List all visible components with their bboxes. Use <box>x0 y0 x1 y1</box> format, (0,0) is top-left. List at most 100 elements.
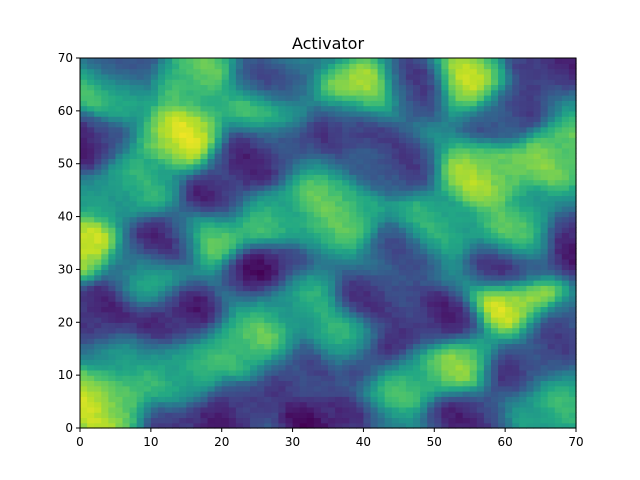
heatmap-cell <box>320 237 329 244</box>
heatmap-cell <box>512 285 520 292</box>
heatmap-cell <box>285 169 294 175</box>
heatmap-cell <box>250 184 258 191</box>
heatmap-cell <box>398 95 407 101</box>
heatmap-cell <box>257 280 265 286</box>
heatmap-cell <box>540 184 549 191</box>
heatmap-cell <box>299 391 308 397</box>
heatmap-cell <box>313 116 322 123</box>
heatmap-cell <box>441 206 450 212</box>
heatmap-cell <box>165 285 173 292</box>
heatmap-cell <box>427 369 435 376</box>
heatmap-cell <box>448 169 457 175</box>
heatmap-cell <box>462 110 471 117</box>
heatmap-cell <box>320 68 329 75</box>
heatmap-cell <box>313 332 322 339</box>
heatmap-cell <box>299 422 308 429</box>
heatmap-cell <box>413 227 421 234</box>
heatmap-cell <box>242 73 251 80</box>
heatmap-cell <box>363 95 372 101</box>
heatmap-cell <box>469 317 478 323</box>
heatmap-cell <box>186 206 194 212</box>
heatmap-cell <box>150 116 159 123</box>
heatmap-cell <box>427 359 435 366</box>
heatmap-cell <box>349 343 357 350</box>
heatmap-cell <box>356 195 365 202</box>
heatmap-cell <box>328 327 336 334</box>
heatmap-cell <box>264 369 272 376</box>
heatmap-cell <box>221 89 230 96</box>
heatmap-cell <box>292 258 301 265</box>
heatmap-cell <box>250 385 258 392</box>
heatmap-cell <box>87 58 95 64</box>
heatmap-cell <box>398 237 407 244</box>
heatmap-cell <box>519 221 527 228</box>
heatmap-cell <box>377 179 386 186</box>
heatmap-cell <box>554 338 563 345</box>
heatmap-cell <box>561 58 570 64</box>
heatmap-cell <box>490 327 499 334</box>
heatmap-cell <box>434 338 442 345</box>
heatmap-cell <box>87 95 95 101</box>
heatmap-cell <box>384 391 393 397</box>
heatmap-cell <box>561 322 570 329</box>
heatmap-cell <box>186 221 194 228</box>
heatmap-cell <box>448 301 457 308</box>
heatmap-cell <box>299 258 308 265</box>
heatmap-cell <box>122 301 131 308</box>
heatmap-cell <box>228 116 237 123</box>
heatmap-cell <box>462 369 471 376</box>
heatmap-cell <box>328 348 336 355</box>
heatmap-cell <box>512 68 520 75</box>
heatmap-cell <box>299 68 308 75</box>
heatmap-cell <box>157 332 166 339</box>
heatmap-cell <box>547 380 556 387</box>
heatmap-cell <box>313 227 322 234</box>
heatmap-cell <box>306 243 315 249</box>
heatmap-cell <box>540 317 549 323</box>
heatmap-cell <box>172 311 180 318</box>
heatmap-cell <box>413 417 421 424</box>
heatmap-cell <box>101 190 109 197</box>
heatmap-cell <box>391 100 400 107</box>
heatmap-cell <box>150 232 159 239</box>
heatmap-cell <box>271 253 279 260</box>
heatmap-cell <box>200 332 209 339</box>
heatmap-cell <box>342 406 350 413</box>
heatmap-cell <box>441 354 450 360</box>
heatmap-cell <box>257 206 265 212</box>
heatmap-cell <box>405 227 414 234</box>
heatmap-cell <box>547 354 556 360</box>
heatmap-cell <box>306 216 315 223</box>
heatmap-cell <box>186 126 194 133</box>
heatmap-cell <box>150 79 159 86</box>
heatmap-cell <box>186 295 194 302</box>
heatmap-cell <box>320 327 329 334</box>
heatmap-cell <box>441 174 450 181</box>
heatmap-cell <box>172 306 180 313</box>
heatmap-cell <box>420 174 428 181</box>
heatmap-cell <box>200 301 209 308</box>
heatmap-cell <box>150 306 159 313</box>
heatmap-cell <box>242 121 251 128</box>
heatmap-cell <box>519 147 527 154</box>
heatmap-cell <box>377 401 386 408</box>
heatmap-cell <box>434 322 442 329</box>
heatmap-cell <box>313 322 322 329</box>
heatmap-cell <box>490 158 499 165</box>
heatmap-cell <box>87 221 95 228</box>
heatmap-cell <box>292 153 301 160</box>
heatmap-cell <box>505 163 513 170</box>
heatmap-cell <box>242 200 251 207</box>
heatmap-cell <box>476 243 485 249</box>
heatmap-cell <box>94 417 102 424</box>
heatmap-cell <box>179 248 187 255</box>
heatmap-cell <box>115 142 124 149</box>
heatmap-cell <box>356 327 365 334</box>
heatmap-cell <box>292 369 301 376</box>
heatmap-cell <box>483 317 492 323</box>
heatmap-cell <box>441 285 450 292</box>
heatmap-cell <box>157 116 166 123</box>
heatmap-cell <box>342 369 350 376</box>
heatmap-cell <box>299 364 308 371</box>
heatmap-cell <box>568 258 577 265</box>
